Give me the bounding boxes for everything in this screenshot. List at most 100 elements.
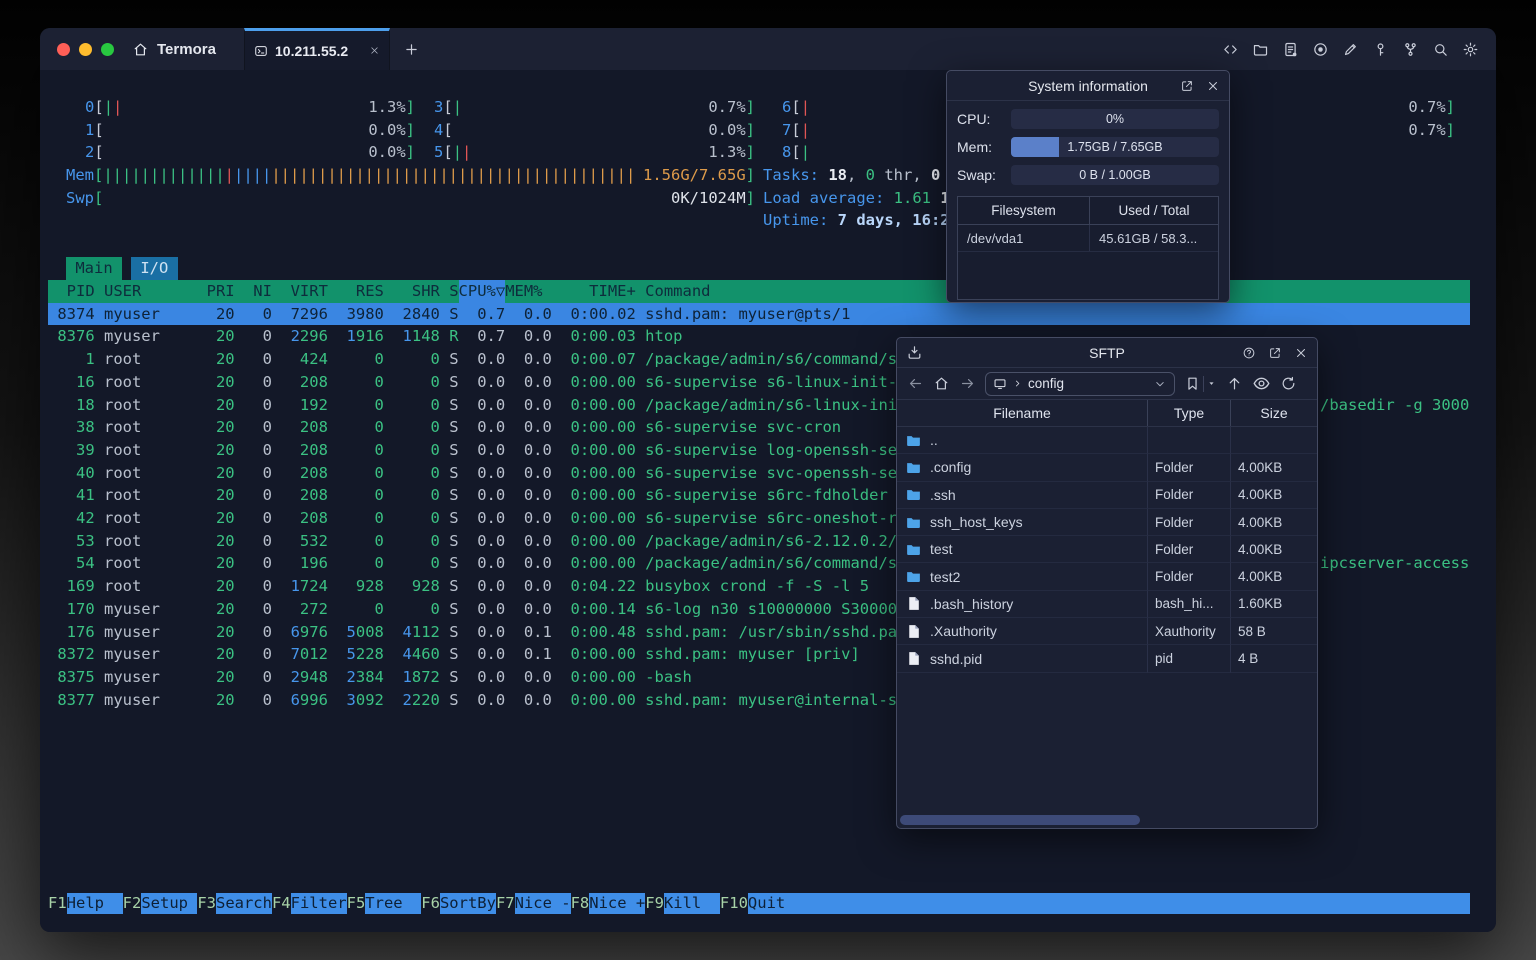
cpu-meter: 1[0.0%] — [85, 120, 415, 139]
fn-label-setup[interactable]: Setup — [141, 893, 198, 914]
open-in-window-icon[interactable] — [1180, 79, 1194, 93]
fn-label-sortby[interactable]: SortBy — [439, 893, 496, 914]
fs-col-used-total: Used / Total — [1118, 203, 1190, 218]
path-breadcrumb[interactable]: config — [985, 371, 1175, 396]
col-size[interactable]: Size — [1230, 400, 1317, 426]
traffic-lights — [40, 28, 132, 70]
process-row[interactable]: 39 root 20 0 208 0 0 S 0.0 0.0 0:00.00 s6-supervise… — [75, 440, 916, 459]
minimize-window-button[interactable] — [79, 42, 92, 56]
htop-info-line: Load average: 1.61 1 — [763, 188, 950, 207]
file-row[interactable]: .config Folder 4.00KB — [897, 454, 1317, 482]
process-row[interactable]: 53 root 20 0 532 0 0 S 0.0 0.0 0:00.00/package/adm… — [75, 531, 916, 550]
fn-key[interactable]: F5 — [346, 894, 366, 912]
file-row[interactable]: .Xauthority Xauthority 58 B — [897, 618, 1317, 646]
process-row[interactable]: 40 root 20 0 208 0 0 S 0.0 0.0 0:00.00 s6-supervise… — [75, 463, 916, 482]
file-row[interactable]: .bash_history bash_hi... 1.60KB — [897, 590, 1317, 619]
open-in-window-icon[interactable] — [1268, 346, 1282, 360]
new-tab-button[interactable] — [390, 28, 433, 70]
help-icon[interactable] — [1242, 346, 1256, 360]
file-row[interactable]: .ssh Folder 4.00KB — [897, 481, 1317, 509]
process-row[interactable]: 1 root 20 0 424 0 0 S 0.0 0.0 0:00.07/package/admi… — [85, 350, 916, 369]
fn-key[interactable]: F1 — [48, 894, 67, 912]
file-row[interactable]: test Folder 4.00KB — [897, 536, 1317, 564]
col-type[interactable]: Type — [1147, 400, 1230, 426]
bookmark-dropdown-icon[interactable] — [1206, 378, 1217, 389]
process-row[interactable]: 16 root 20 0 208 0 0 S 0.0 0.0 0:00.00 s6-supervise… — [75, 372, 916, 391]
fn-key[interactable]: F8 — [570, 894, 590, 912]
fn-label-search[interactable]: Search — [215, 893, 272, 914]
file-row[interactable]: test2 Folder 4.00KB — [897, 563, 1317, 591]
process-row[interactable]: 54 root 20 0 196 0 0 S 0.0 0.0 0:00.00/package/adm… — [75, 554, 916, 573]
fn-label-filter[interactable]: Filter — [290, 893, 347, 914]
zoom-window-button[interactable] — [101, 42, 114, 56]
bookmark-icon[interactable] — [1184, 375, 1201, 392]
chevron-down-icon[interactable] — [1153, 377, 1167, 391]
terminal[interactable]: F1 Help F2 Setup F3 Search F4 Filter F5 Tree F6 Sor… — [40, 70, 1496, 932]
fn-label-help[interactable]: Help — [66, 893, 123, 914]
forward-icon[interactable] — [959, 375, 976, 392]
process-row[interactable]: 8372 myuser 20 0 7012 5228 4460 S 0.0 0.1 0:00.00 s… — [57, 645, 860, 664]
fn-key[interactable]: F6 — [421, 894, 440, 912]
refresh-icon[interactable] — [1280, 375, 1297, 392]
tab-close-icon[interactable] — [369, 45, 380, 56]
fn-key[interactable]: F9 — [645, 894, 664, 912]
process-row[interactable]: 176 myuser 20 0 6976 5008 4112 S 0.0 0.1 0:00.48 ss… — [66, 622, 907, 641]
back-icon[interactable] — [907, 375, 924, 392]
file-icon — [905, 623, 922, 640]
process-row[interactable]: 169 root 20 0 1724 928 928 S 0.0 0.0 0:04.22 busybo… — [66, 577, 870, 596]
horizontal-scrollbar[interactable] — [900, 815, 1140, 825]
fn-key[interactable]: F3 — [197, 894, 216, 912]
file-row[interactable]: .. — [897, 427, 1317, 455]
fn-key[interactable]: F10 — [719, 894, 748, 912]
process-row[interactable]: 8376 myuser 20 0 2296 1916 1148 R 0.7 0.0 0:00.03 h… — [57, 327, 683, 346]
key-icon[interactable] — [1372, 41, 1389, 58]
search-icon[interactable] — [1432, 41, 1449, 58]
code-icon[interactable] — [1222, 41, 1239, 58]
close-panel-icon[interactable] — [1206, 79, 1220, 93]
fn-key[interactable]: F2 — [122, 894, 142, 912]
process-row[interactable]: 38 root 20 0 208 0 0 S 0.0 0.0 0:00.00 s6-supervise… — [75, 418, 842, 437]
process-row[interactable]: 42 root 20 0 208 0 0 S 0.0 0.0 0:00.00 s6-supervise… — [75, 509, 916, 527]
edit-icon[interactable] — [1342, 41, 1359, 58]
process-table-header[interactable]: PID USER PRI NI VIRT RES SHR S CPU%▽ MEM% TIME+ Com… — [48, 280, 1470, 303]
file-row[interactable]: sshd.pid pid 4 B — [897, 645, 1317, 673]
fn-label-nice-[interactable]: Nice + — [589, 893, 646, 914]
show-hidden-icon[interactable] — [1252, 374, 1271, 393]
fn-key[interactable]: F7 — [495, 894, 515, 912]
filesystem-table: Filesystem Used / Total /dev/vda1 45.61GB… — [957, 196, 1219, 300]
current-path: config — [1028, 376, 1065, 391]
memory-meter: Mem[||||||||||||| | |||| ||||||||||||||||||… — [66, 166, 755, 184]
fn-key[interactable]: F4 — [271, 894, 291, 912]
fn-label-quit[interactable]: Quit — [747, 893, 1470, 914]
fn-label-tree[interactable]: Tree — [365, 893, 422, 914]
cpu-meter: 4[0.0%] — [434, 120, 755, 139]
col-filename[interactable]: Filename — [993, 405, 1051, 421]
folder-icon[interactable] — [1252, 41, 1269, 58]
file-row[interactable]: ssh_host_keys Folder 4.00KB — [897, 508, 1317, 537]
process-row[interactable]: 8377 myuser 20 0 6996 3092 2220 S 0.0 0.0 0:00.00 s… — [57, 690, 916, 709]
fn-label-kill[interactable]: Kill — [663, 893, 720, 914]
chevron-right-icon — [1012, 378, 1023, 389]
process-row[interactable]: 8374 myuser 20 0 7296 3980 2840 S 0.7 0.0 0:00.02 s… — [48, 302, 1470, 326]
process-row[interactable]: 8375 myuser 20 0 2948 2384 1872 S 0.0 0.0 0:00.00-… — [57, 667, 692, 686]
branch-icon[interactable] — [1402, 41, 1419, 58]
parent-dir-icon[interactable] — [1226, 375, 1243, 392]
titlebar: Termora 10.211.55.2 — [40, 28, 1496, 70]
close-window-button[interactable] — [57, 42, 70, 56]
home-dir-icon[interactable] — [933, 375, 950, 392]
htop-tab-io[interactable]: I/O — [130, 257, 178, 280]
close-panel-icon[interactable] — [1294, 346, 1308, 360]
fn-label-nice-[interactable]: Nice - — [514, 893, 571, 914]
sftp-panel: SFTP config — [896, 337, 1318, 829]
filesystem-table-header: Filesystem Used / Total — [958, 197, 1218, 225]
settings-icon[interactable] — [1462, 41, 1479, 58]
process-row[interactable]: 41 root 20 0 208 0 0 S 0.0 0.0 0:00.00 s6-supervise… — [75, 486, 888, 505]
htop-tab-main[interactable]: Main — [66, 257, 122, 280]
filesystem-row: /dev/vda1 45.61GB / 58.3... — [958, 225, 1218, 252]
app-home[interactable]: Termora — [132, 28, 244, 70]
tab-session[interactable]: 10.211.55.2 — [244, 28, 390, 70]
process-row[interactable]: 18 root 20 0 192 0 0 S 0.0 0.0 0:00.00/package/adm… — [75, 395, 916, 414]
document-icon[interactable] — [1282, 41, 1299, 58]
transfers-icon[interactable] — [906, 344, 923, 361]
record-icon[interactable] — [1312, 41, 1329, 58]
